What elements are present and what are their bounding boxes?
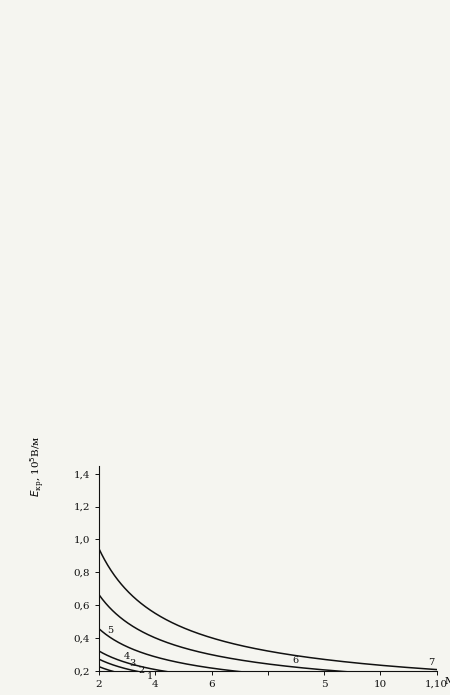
Text: 6: 6 [293, 656, 299, 665]
Text: 3: 3 [130, 660, 136, 669]
Text: 1: 1 [147, 672, 153, 681]
Text: 4: 4 [124, 652, 130, 661]
Text: 7: 7 [428, 658, 434, 667]
Text: 5: 5 [107, 626, 113, 635]
Text: $E_{\mathregular{кр}}$, 10$^5$В/м: $E_{\mathregular{кр}}$, 10$^5$В/м [29, 435, 47, 496]
Text: М: М [445, 677, 450, 686]
Text: 2: 2 [138, 667, 144, 676]
